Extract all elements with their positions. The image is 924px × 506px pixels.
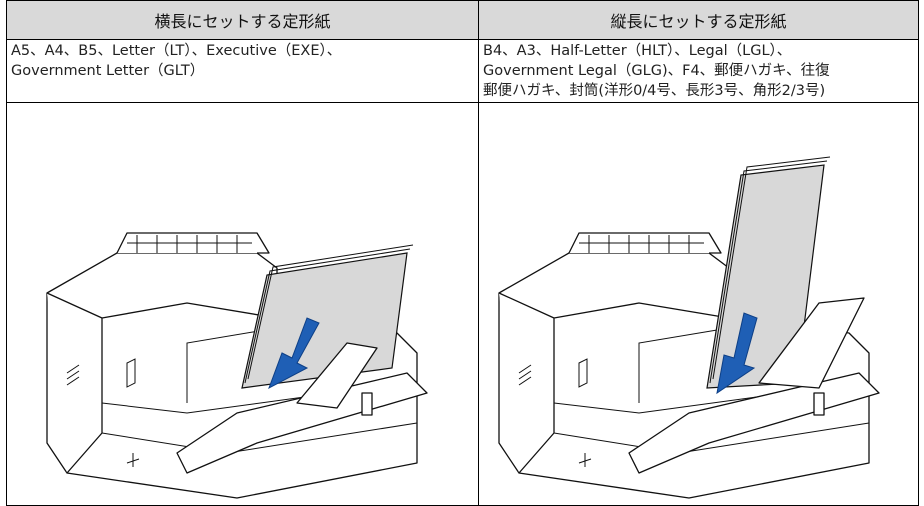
image-cell (478, 102, 919, 506)
text-cell: B4、A3、Half-Letter（HLT）、Legal（LGL）、 Gover… (478, 39, 919, 103)
text-line: Government Letter（GLT） (11, 63, 205, 79)
image-row (6, 102, 919, 506)
text-line: B4、A3、Half-Letter（HLT）、Legal（LGL）、 (483, 43, 792, 59)
text-line: Government Legal（GLG)、F4、郵便ハガキ、往復 (483, 63, 830, 79)
paper-table: 横長にセットする定形紙 縦長にセットする定形紙 A5、A4、B5、Letter（… (6, 0, 919, 506)
header-cell: 縦長にセットする定形紙 (478, 0, 919, 40)
text-cell: A5、A4、B5、Letter（LT）、Executive（EXE）、 Gove… (6, 39, 479, 103)
arrow (716, 312, 758, 395)
illustration (498, 156, 880, 499)
header-row: 横長にセットする定形紙 縦長にセットする定形紙 (6, 0, 919, 40)
image-cell (6, 102, 479, 506)
illustration (46, 232, 428, 499)
text-line: 郵便ハガキ、封筒(洋形0/4号、長形3号、角形2/3号) (483, 83, 826, 99)
arrow (268, 317, 320, 390)
text-line: A5、A4、B5、Letter（LT）、Executive（EXE）、 (11, 43, 342, 59)
header-cell: 横長にセットする定形紙 (6, 0, 479, 40)
text-row: A5、A4、B5、Letter（LT）、Executive（EXE）、 Gove… (6, 39, 919, 103)
